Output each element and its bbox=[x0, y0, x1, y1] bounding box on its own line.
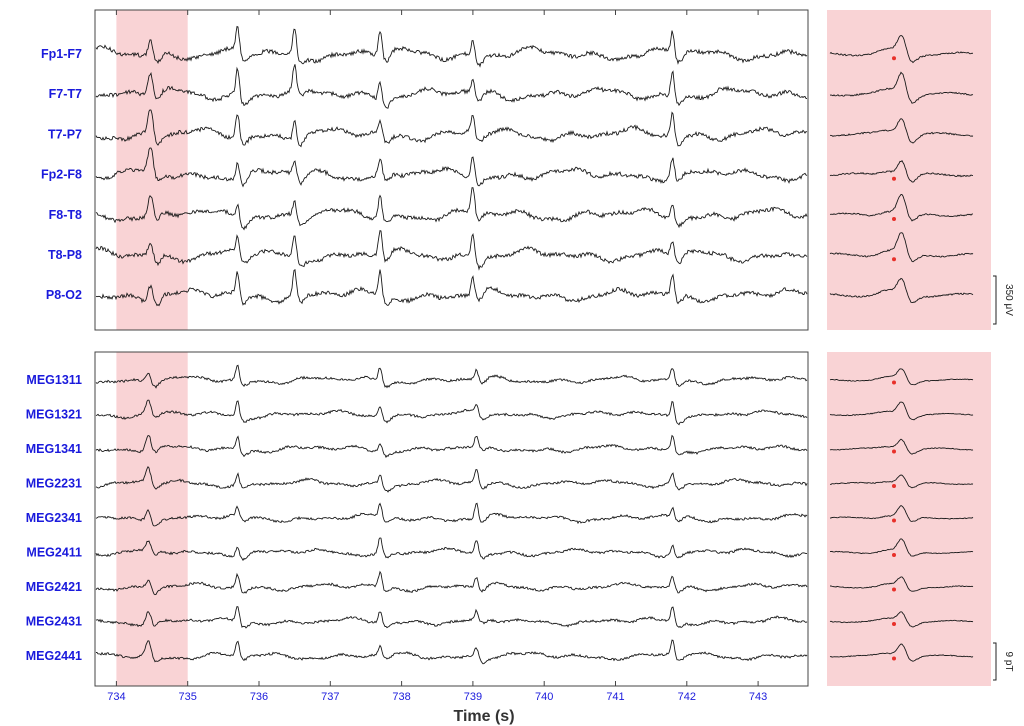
time-axis: 734 735 736 737 738 739 740 741 742 743 bbox=[107, 10, 767, 703]
eeg-panel: Fp1-F7 F7-T7 T7-P7 Fp2-F8 F8-T8 T8-P8 P8-O2 bbox=[41, 9, 809, 331]
channel-label: P8-O2 bbox=[46, 288, 82, 302]
inset-trace bbox=[829, 118, 974, 144]
spike-marker bbox=[892, 217, 896, 221]
channel-trace bbox=[95, 229, 808, 271]
panel-frame bbox=[94, 9, 809, 331]
inset-trace bbox=[829, 35, 974, 64]
channel-label: MEG1321 bbox=[26, 408, 82, 422]
channel-trace bbox=[95, 364, 808, 389]
channel-label: MEG2441 bbox=[26, 649, 82, 663]
channel-label: MEG2341 bbox=[26, 511, 82, 525]
channel-trace bbox=[95, 109, 808, 148]
spike-marker bbox=[892, 484, 896, 488]
spike-marker bbox=[892, 518, 896, 523]
channel-label: MEG2421 bbox=[26, 580, 82, 594]
x-tick-label: 736 bbox=[250, 691, 268, 703]
highlight-window bbox=[116, 352, 188, 686]
x-tick-label: 738 bbox=[392, 691, 410, 703]
channel-trace bbox=[95, 466, 808, 493]
x-tick-label: 734 bbox=[107, 691, 125, 703]
inset-trace bbox=[829, 368, 974, 386]
channel-label: MEG2231 bbox=[26, 477, 82, 491]
spike-marker bbox=[892, 56, 896, 61]
inset-trace bbox=[829, 194, 974, 222]
spike-marker bbox=[892, 257, 896, 262]
channel-label: T7-P7 bbox=[48, 127, 82, 141]
channel-label: Fp2-F8 bbox=[41, 168, 82, 182]
inset-trace bbox=[830, 576, 974, 592]
scale-bars: 350 μV 9 pT bbox=[993, 275, 1014, 681]
x-tick-label: 735 bbox=[179, 691, 197, 703]
inset-trace bbox=[829, 504, 974, 522]
eeg-inset-panel bbox=[827, 10, 991, 330]
meg-inset-panel bbox=[827, 352, 991, 686]
spike-marker bbox=[892, 176, 896, 181]
channel-trace bbox=[96, 639, 808, 665]
inset-trace bbox=[829, 538, 974, 557]
channel-trace bbox=[95, 570, 808, 596]
channel-label: MEG2431 bbox=[26, 615, 82, 629]
x-axis-title: Time (s) bbox=[453, 708, 514, 725]
x-tick-label: 737 bbox=[321, 691, 339, 703]
spike-marker bbox=[892, 449, 896, 454]
channel-label: MEG1341 bbox=[26, 442, 82, 456]
inset-trace bbox=[829, 277, 974, 303]
inset-trace bbox=[829, 438, 974, 455]
channel-trace bbox=[95, 434, 808, 459]
inset-trace bbox=[829, 474, 974, 489]
channel-trace bbox=[95, 269, 808, 307]
spike-marker bbox=[892, 380, 896, 385]
channel-trace bbox=[95, 64, 808, 109]
channel-label: F8-T8 bbox=[49, 208, 82, 222]
spike-marker bbox=[892, 587, 896, 592]
channel-trace bbox=[95, 147, 808, 188]
channel-trace bbox=[95, 187, 808, 231]
inset-trace bbox=[829, 401, 974, 421]
scale-bar-label: 9 pT bbox=[1003, 651, 1014, 671]
channel-label: MEG1311 bbox=[26, 373, 82, 387]
x-tick-label: 741 bbox=[606, 691, 624, 703]
scale-bar bbox=[993, 275, 997, 325]
x-tick-label: 740 bbox=[535, 691, 553, 703]
channel-trace bbox=[95, 502, 808, 527]
inset-trace bbox=[829, 159, 973, 183]
inset-trace bbox=[829, 643, 974, 662]
inset-trace bbox=[829, 71, 974, 104]
channel-label: Fp1-F7 bbox=[41, 47, 82, 61]
channel-trace bbox=[95, 605, 808, 629]
spike-marker bbox=[892, 553, 896, 557]
spike-marker bbox=[892, 622, 896, 626]
panel-frame bbox=[94, 351, 809, 687]
x-tick-label: 743 bbox=[749, 691, 767, 703]
channel-trace bbox=[95, 399, 808, 426]
channel-trace bbox=[95, 25, 808, 68]
x-tick-label: 739 bbox=[464, 691, 482, 703]
channel-label: F7-T7 bbox=[49, 87, 82, 101]
highlight-window bbox=[116, 10, 188, 330]
inset-background bbox=[827, 10, 991, 330]
inset-trace bbox=[829, 232, 974, 263]
scale-bar bbox=[993, 642, 997, 681]
x-tick-label: 742 bbox=[678, 691, 696, 703]
channel-label: MEG2411 bbox=[26, 546, 82, 560]
spike-marker bbox=[892, 656, 896, 661]
channel-trace bbox=[95, 537, 808, 562]
meg-panel: MEG1311 MEG1321 MEG1341 MEG2231 MEG2341 MEG24… bbox=[26, 351, 809, 687]
inset-trace bbox=[829, 611, 974, 628]
scale-bar-label: 350 μV bbox=[1003, 284, 1014, 316]
channel-label: T8-P8 bbox=[48, 248, 82, 262]
